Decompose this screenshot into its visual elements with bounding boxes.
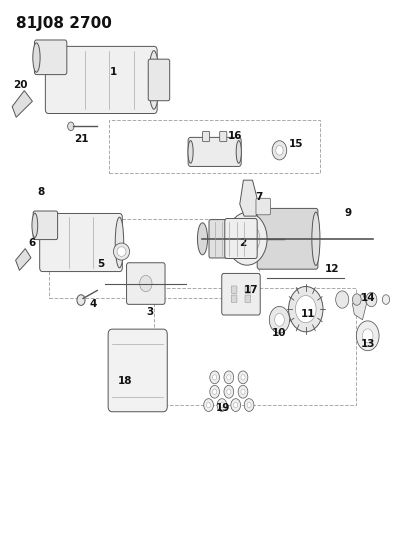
Circle shape (295, 295, 316, 323)
FancyBboxPatch shape (40, 213, 122, 271)
FancyBboxPatch shape (33, 211, 58, 240)
Text: 3: 3 (146, 307, 153, 317)
Ellipse shape (197, 223, 207, 255)
Circle shape (227, 212, 267, 265)
Circle shape (217, 399, 227, 411)
Circle shape (227, 389, 231, 394)
Text: 1: 1 (110, 67, 117, 77)
Polygon shape (12, 91, 32, 117)
Polygon shape (352, 293, 367, 320)
Ellipse shape (113, 243, 130, 260)
Circle shape (213, 389, 217, 394)
Text: 13: 13 (361, 339, 376, 349)
Text: 11: 11 (301, 310, 315, 319)
Ellipse shape (236, 141, 241, 163)
Circle shape (220, 402, 224, 408)
Text: 18: 18 (118, 376, 133, 386)
Polygon shape (240, 180, 258, 216)
Circle shape (269, 306, 290, 333)
Text: 8: 8 (37, 187, 44, 197)
Ellipse shape (188, 141, 193, 163)
Circle shape (210, 385, 220, 398)
Circle shape (238, 385, 248, 398)
Text: 4: 4 (90, 299, 97, 309)
FancyBboxPatch shape (45, 46, 157, 114)
Ellipse shape (33, 43, 40, 72)
Circle shape (238, 371, 248, 384)
Text: 15: 15 (288, 139, 303, 149)
Circle shape (140, 276, 152, 292)
Text: 81J08 2700: 81J08 2700 (16, 16, 112, 31)
Circle shape (382, 295, 390, 304)
Circle shape (231, 399, 241, 411)
Text: 9: 9 (345, 208, 352, 218)
FancyBboxPatch shape (231, 286, 237, 293)
FancyBboxPatch shape (220, 131, 227, 142)
Text: 21: 21 (74, 134, 88, 143)
Circle shape (207, 402, 211, 408)
Circle shape (227, 375, 231, 380)
FancyBboxPatch shape (34, 40, 67, 75)
FancyBboxPatch shape (209, 220, 253, 258)
FancyBboxPatch shape (231, 295, 237, 302)
Text: 12: 12 (325, 264, 339, 274)
Bar (49, 219, 259, 298)
Circle shape (366, 292, 377, 307)
Ellipse shape (117, 247, 126, 256)
FancyBboxPatch shape (245, 286, 251, 293)
Circle shape (247, 402, 251, 408)
Text: 7: 7 (256, 192, 263, 202)
Circle shape (241, 375, 245, 380)
Circle shape (224, 371, 234, 384)
FancyBboxPatch shape (245, 295, 251, 302)
FancyBboxPatch shape (225, 219, 257, 259)
Ellipse shape (115, 217, 124, 268)
FancyBboxPatch shape (108, 329, 167, 411)
Bar (154, 288, 356, 405)
FancyBboxPatch shape (222, 273, 260, 315)
FancyBboxPatch shape (148, 59, 170, 101)
Circle shape (275, 313, 284, 326)
Circle shape (234, 222, 260, 255)
Circle shape (243, 234, 251, 244)
FancyBboxPatch shape (202, 131, 210, 142)
Text: 14: 14 (361, 294, 376, 303)
Text: 5: 5 (98, 259, 105, 269)
Circle shape (241, 389, 245, 394)
Text: 20: 20 (13, 80, 28, 90)
FancyBboxPatch shape (256, 198, 271, 215)
Circle shape (213, 375, 217, 380)
Circle shape (204, 399, 213, 411)
Text: 2: 2 (239, 238, 247, 247)
Circle shape (288, 287, 323, 332)
Text: 6: 6 (29, 238, 36, 247)
Circle shape (210, 371, 220, 384)
Text: 16: 16 (228, 131, 242, 141)
Bar (109, 120, 320, 173)
Ellipse shape (149, 51, 159, 109)
Text: 10: 10 (272, 328, 287, 338)
FancyBboxPatch shape (126, 263, 165, 304)
FancyBboxPatch shape (188, 138, 241, 166)
Circle shape (234, 402, 238, 408)
Ellipse shape (32, 213, 38, 237)
Ellipse shape (312, 212, 320, 265)
Polygon shape (16, 248, 31, 270)
Circle shape (224, 385, 234, 398)
Circle shape (244, 399, 254, 411)
Circle shape (336, 291, 349, 308)
Text: 19: 19 (215, 403, 230, 413)
Circle shape (352, 294, 361, 305)
Circle shape (77, 295, 85, 305)
Circle shape (276, 146, 283, 155)
Circle shape (362, 329, 373, 343)
FancyBboxPatch shape (257, 208, 318, 269)
Circle shape (356, 321, 379, 351)
Text: 17: 17 (244, 286, 258, 295)
Circle shape (272, 141, 287, 160)
Circle shape (68, 122, 74, 131)
